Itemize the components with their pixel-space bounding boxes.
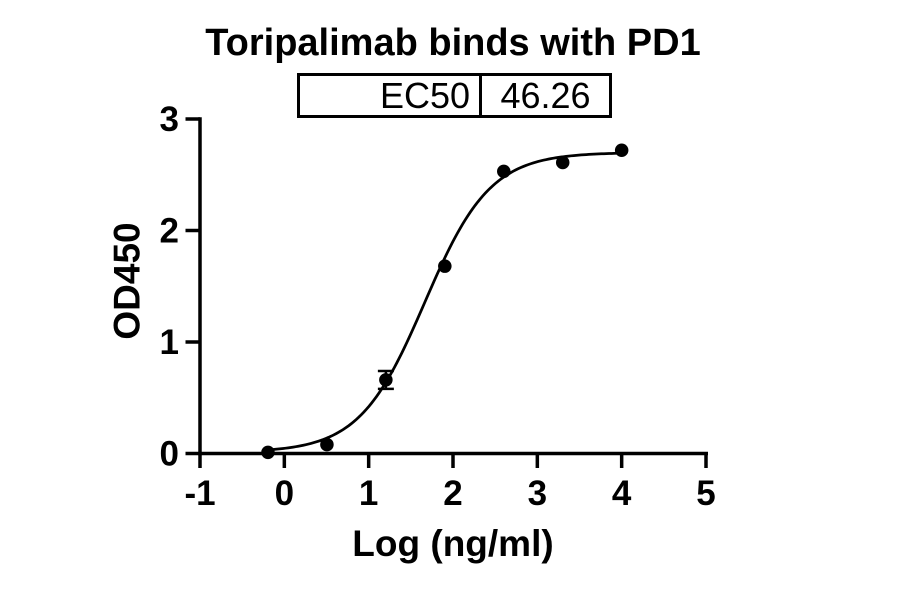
chart-title: Toripalimab binds with PD1 (205, 22, 701, 64)
data-point (261, 445, 275, 460)
x-tick-label: 0 (275, 474, 294, 513)
y-tick-label: 3 (160, 100, 179, 139)
x-axis-label: Log (ng/ml) (352, 523, 554, 564)
y-tick-label: 1 (160, 323, 179, 362)
x-tick-label: 4 (612, 474, 632, 513)
data-point (555, 155, 570, 170)
dose-response-curve (266, 151, 624, 452)
data-point (438, 259, 452, 273)
data-point (379, 373, 393, 387)
y-tick-label: 2 (160, 212, 179, 251)
x-tick-label: 1 (359, 474, 378, 513)
ec50-table-value-cell: 46.26 (500, 74, 591, 116)
data-point (497, 164, 511, 179)
y-tick-label: 0 (160, 435, 179, 474)
x-tick-label: 3 (528, 474, 547, 513)
ec50-table: EC50 46.26 (297, 73, 612, 118)
data-point (320, 437, 334, 452)
data-point (614, 143, 629, 157)
x-tick-label: -1 (184, 474, 215, 513)
x-tick-label: 2 (443, 474, 462, 513)
y-axis-label: OD450 (106, 222, 148, 340)
x-tick-label: 5 (696, 474, 715, 513)
ec50-table-label-cell: EC50 (300, 75, 482, 116)
